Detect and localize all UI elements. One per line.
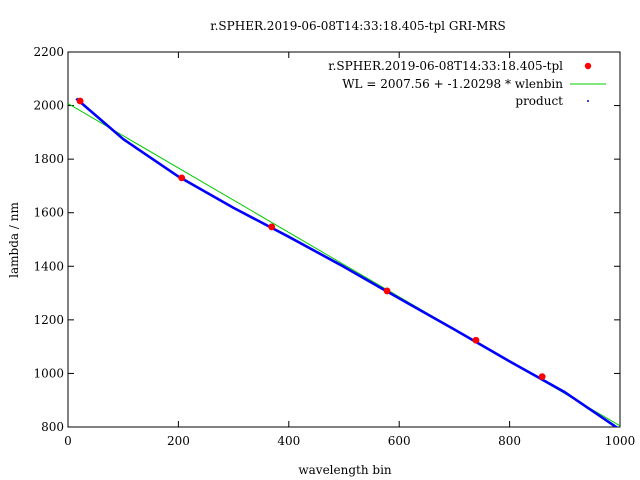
legend-label-points: r.SPHER.2019-06-08T14:33:18.405-tpl <box>328 59 563 73</box>
x-tick-label: 0 <box>64 434 72 448</box>
y-tick-label: 2000 <box>33 99 64 113</box>
data-point <box>383 287 391 295</box>
y-tick-label: 1800 <box>33 152 64 166</box>
x-tick-label: 400 <box>277 434 300 448</box>
legend-swatch-product <box>587 100 589 102</box>
plot-area-frame <box>67 51 621 428</box>
y-axis-label: lambda / nm <box>7 202 21 278</box>
series-product-line <box>75 97 619 427</box>
data-point <box>538 373 546 381</box>
data-point <box>472 336 480 344</box>
data-point <box>76 97 84 105</box>
chart-title: r.SPHER.2019-06-08T14:33:18.405-tpl GRI-… <box>210 19 506 33</box>
y-tick-labels: 800 1000 1200 1400 1600 1800 2000 2200 <box>33 45 64 434</box>
legend-label-product: product <box>515 94 563 108</box>
x-tick-labels: 0 200 400 600 800 1000 <box>64 434 635 448</box>
y-tick-label: 1000 <box>33 366 64 380</box>
y-tick-label: 1200 <box>33 313 64 327</box>
y-tick-label: 800 <box>41 420 64 434</box>
legend-label-fit: WL = 2007.56 + -1.20298 * wlenbin <box>342 77 563 91</box>
data-point <box>178 174 186 182</box>
legend: r.SPHER.2019-06-08T14:33:18.405-tpl WL =… <box>328 59 606 108</box>
data-point <box>268 223 276 231</box>
x-tick-label: 600 <box>388 434 411 448</box>
x-tick-label: 1000 <box>605 434 636 448</box>
legend-swatch-points <box>584 62 592 70</box>
x-tick-label: 200 <box>167 434 190 448</box>
y-tick-label: 1400 <box>33 259 64 273</box>
axis-ticks <box>67 51 621 428</box>
x-axis-label: wavelength bin <box>298 463 392 477</box>
x-tick-label: 800 <box>498 434 521 448</box>
y-tick-label: 2200 <box>33 45 64 59</box>
y-tick-label: 1600 <box>33 206 64 220</box>
plot-content <box>68 97 620 427</box>
